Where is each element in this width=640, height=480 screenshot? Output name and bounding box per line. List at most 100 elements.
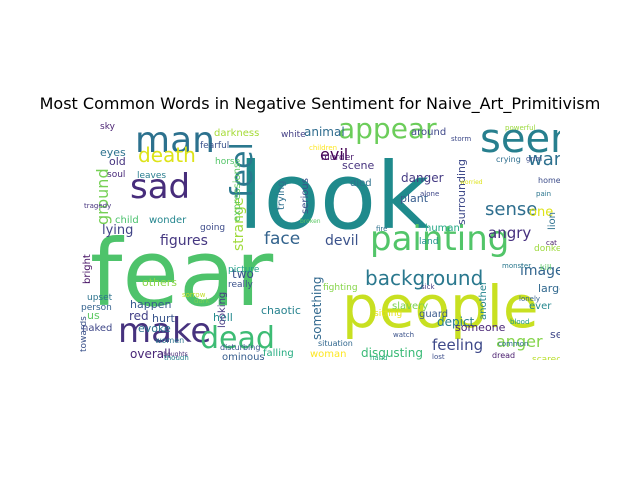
cloud-word-picture: picture xyxy=(228,265,260,275)
cloud-word-looking: looking xyxy=(217,292,228,328)
cloud-word-eyes: eyes xyxy=(100,146,126,159)
cloud-word-disturbing: disturbing xyxy=(220,343,260,352)
cloud-word-angry: angry xyxy=(488,224,531,242)
cloud-word-murder: murder xyxy=(321,153,354,163)
cloud-word-person: person xyxy=(81,303,112,313)
cloud-word-face: face xyxy=(264,229,300,249)
cloud-word-going: going xyxy=(200,223,225,233)
cloud-word-red: red xyxy=(129,309,149,323)
cloud-word-anger: anger xyxy=(496,332,543,351)
cloud-word-sky: sky xyxy=(100,122,116,132)
word-cloud-background xyxy=(80,120,560,360)
cloud-word-powerful: powerful xyxy=(505,124,536,132)
cloud-word-crying: crying xyxy=(496,155,521,164)
cloud-word-surrounding: surrounding xyxy=(455,159,468,225)
cloud-word-sitting: sitting xyxy=(374,309,402,319)
cloud-word-monster: monster xyxy=(502,262,531,270)
cloud-word-lonely: lonely xyxy=(519,295,540,303)
cloud-word-one: one xyxy=(529,205,553,220)
cloud-word-leaves: leaves xyxy=(137,171,166,181)
cloud-word-home: home xyxy=(538,176,560,185)
cloud-word-dark: dark xyxy=(194,297,211,305)
cloud-word-soul: soul xyxy=(107,170,125,180)
cloud-word-lion: lion xyxy=(547,212,558,230)
cloud-word-trying: trying xyxy=(276,181,287,210)
cloud-word-something: something xyxy=(310,276,324,340)
cloud-word-overall: overall xyxy=(130,347,171,360)
cloud-word-danger: danger xyxy=(401,171,444,185)
cloud-word-lying: lying xyxy=(102,223,133,238)
cloud-word-common: common xyxy=(498,340,529,348)
cloud-word-old: old xyxy=(109,155,126,168)
cloud-word-towards: towards xyxy=(80,316,89,352)
cloud-word-ominous: ominous xyxy=(222,352,265,360)
cloud-word-another: another xyxy=(478,280,489,320)
cloud-word-fearful: fearful xyxy=(200,141,229,151)
cloud-word-figures: figures xyxy=(160,233,208,249)
cloud-word-fighting: fighting xyxy=(323,283,358,293)
cloud-word-sorrow: sorrow xyxy=(182,291,206,299)
cloud-word-expressions: expressions xyxy=(232,163,243,222)
cloud-word-land: land xyxy=(419,237,438,247)
cloud-word-make: make xyxy=(118,311,211,351)
cloud-word-alone: alone xyxy=(420,190,439,198)
cloud-word-pain: pain xyxy=(536,190,551,198)
cloud-word-chaotic: chaotic xyxy=(261,304,301,317)
cloud-word-women: women xyxy=(155,336,184,345)
cloud-word-painting: painting xyxy=(370,219,509,259)
cloud-word-see: see xyxy=(550,328,560,341)
cloud-word-really: really xyxy=(228,280,254,290)
cloud-word-sad: sad xyxy=(130,167,190,207)
cloud-word-evil: evil xyxy=(320,145,348,164)
cloud-word-dread: dread xyxy=(492,351,515,360)
cloud-word-woman: woman xyxy=(310,349,347,360)
chart-title: Most Common Words in Negative Sentiment … xyxy=(39,94,601,113)
cloud-word-two: two xyxy=(232,267,254,281)
cloud-word-feel: feel xyxy=(225,142,260,198)
cloud-word-guard: guard xyxy=(419,309,448,320)
cloud-word-look: look xyxy=(238,143,430,250)
cloud-word-sense: sense xyxy=(485,199,537,220)
cloud-word-children: children xyxy=(309,144,337,152)
cloud-word-around: around xyxy=(411,127,446,138)
cloud-word-lost: lost xyxy=(432,353,445,360)
cloud-word-disgusting: disgusting xyxy=(361,346,423,360)
cloud-word-large: large xyxy=(538,282,560,295)
cloud-word-dead: dead xyxy=(200,321,275,356)
cloud-word-image: image xyxy=(520,263,560,279)
cloud-word-scared: scared xyxy=(532,355,560,360)
cloud-word-someone: someone xyxy=(455,321,506,334)
cloud-word-watch: watch xyxy=(393,331,414,339)
cloud-word-depict: depict xyxy=(437,315,475,329)
cloud-word-happen: happen xyxy=(130,298,171,311)
cloud-word-kill: kill xyxy=(540,263,551,272)
cloud-word-slavery: slavery xyxy=(392,301,428,312)
cloud-word-worried: worried xyxy=(460,179,483,186)
cloud-word-white: white xyxy=(281,130,306,140)
cloud-word-animal: animal xyxy=(304,125,345,139)
cloud-word-donkey: donkey xyxy=(534,244,560,254)
cloud-word-ground: ground xyxy=(93,168,112,225)
cloud-word-strange: strange xyxy=(231,198,247,252)
cloud-word-feeling: feeling xyxy=(432,336,483,354)
cloud-word-others: others xyxy=(142,276,177,289)
cloud-word-grim: grim xyxy=(526,155,542,163)
cloud-word-fire: fire xyxy=(376,225,387,233)
cloud-word-death: death xyxy=(138,143,196,167)
cloud-word-falling: falling xyxy=(263,348,294,359)
cloud-word-serious: serious xyxy=(300,178,311,214)
cloud-word-plant: plant xyxy=(400,192,429,205)
cloud-word-blood: blood xyxy=(510,318,529,326)
cloud-word-scene: scene xyxy=(342,159,375,172)
cloud-word-man: man xyxy=(135,120,215,161)
cloud-word-sick: sick xyxy=(421,283,435,291)
cloud-word-background: background xyxy=(365,266,483,290)
cloud-word-fear: fear xyxy=(90,220,273,327)
cloud-word-hell: hell xyxy=(213,311,233,324)
cloud-word-storm: storm xyxy=(451,135,471,143)
cloud-word-ever: ever xyxy=(529,301,552,312)
